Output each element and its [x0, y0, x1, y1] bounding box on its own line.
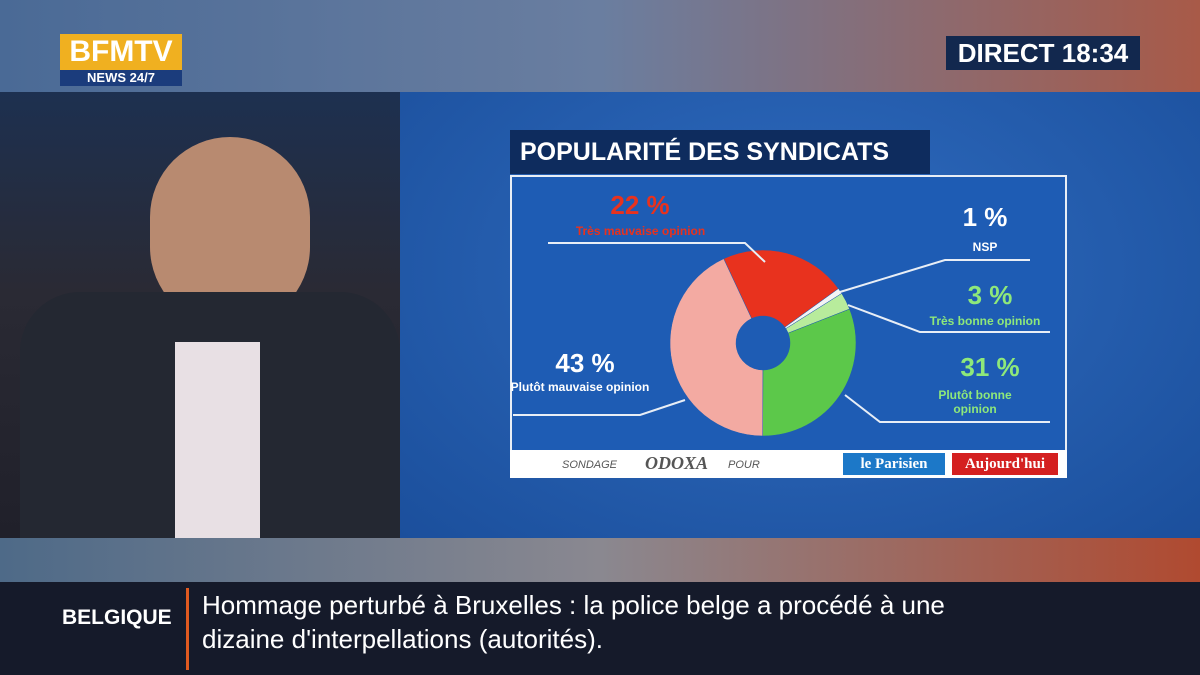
shirt [175, 342, 260, 538]
category-label: Plutôt mauvaise opinion [510, 380, 650, 394]
donut-slice [723, 249, 839, 328]
video-feed [0, 92, 400, 538]
value-label: 31 % [960, 352, 1020, 382]
leader-line [844, 394, 1050, 423]
ticker-divider [186, 588, 189, 670]
leader-line [548, 242, 766, 263]
chart-title: POPULARITÉ DES SYNDICATS [510, 130, 930, 174]
logo-sub: NEWS 24/7 [60, 70, 182, 86]
category-label: NSP [972, 240, 998, 254]
ticker-line: dizaine d'interpellations (autorités). [202, 624, 603, 654]
source-middle: POUR [728, 459, 760, 471]
value-label: 3 % [967, 280, 1013, 310]
value-label: 22 % [610, 190, 670, 220]
ticker-line: Hommage perturbé à Bruxelles : la police… [202, 590, 945, 620]
category-label: Plutôt bonne opinion [938, 388, 1012, 416]
partner-logo: le Parisien [843, 453, 945, 475]
leader-line [847, 304, 1050, 333]
value-label: 43 % [555, 348, 615, 378]
source-prefix: SONDAGE [562, 459, 618, 471]
live-badge: DIRECT 18:34 [946, 36, 1140, 70]
ticker-tag: BELGIQUE [62, 606, 172, 629]
value-label: 1 % [962, 202, 1008, 232]
pollster: ODOXA [645, 453, 709, 473]
strip [0, 538, 1200, 582]
donut-slice [762, 308, 857, 437]
leader-line [839, 259, 1030, 293]
partner-logo: Aujourd'hui [952, 453, 1058, 475]
ticker [0, 582, 1200, 675]
leader-line [513, 399, 686, 416]
category-label: Très bonne opinion [929, 314, 1041, 328]
logo: BFMTV [60, 34, 182, 70]
category-label: Très mauvaise opinion [575, 224, 706, 238]
donut-slice [669, 258, 764, 437]
